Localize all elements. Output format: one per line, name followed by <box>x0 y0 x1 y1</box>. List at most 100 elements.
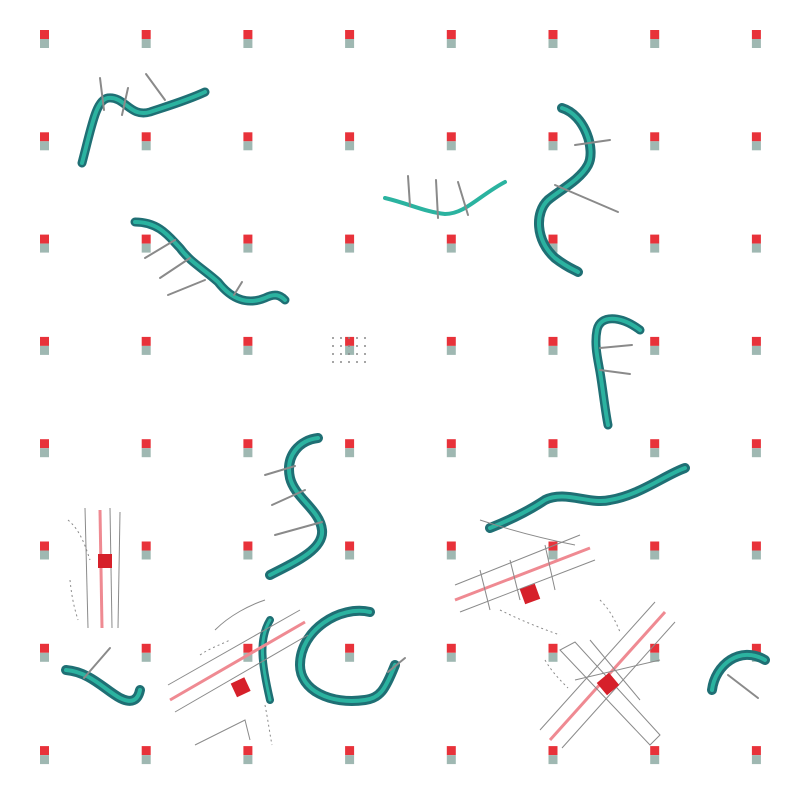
river-fragment-1 <box>77 73 210 168</box>
grid-marker <box>345 132 355 151</box>
river-fragment-2 <box>130 217 290 306</box>
dot <box>364 361 366 363</box>
river-fragment-11 <box>258 616 274 704</box>
grid-marker <box>751 746 761 765</box>
dot <box>364 337 366 339</box>
grid-marker <box>650 336 660 355</box>
dot <box>356 353 358 355</box>
dot <box>356 361 358 363</box>
grid-marker <box>40 541 49 560</box>
site-plan-2 <box>454 519 596 636</box>
dot <box>348 353 350 355</box>
dot <box>332 345 334 347</box>
grid-marker <box>751 439 761 458</box>
grid-marker <box>141 132 151 151</box>
grid-marker <box>40 336 49 355</box>
grid-marker <box>243 439 253 458</box>
dot <box>340 361 342 363</box>
grid-marker <box>650 541 660 560</box>
grid-marker <box>243 336 253 355</box>
marker-grid <box>40 30 761 765</box>
dot <box>332 337 334 339</box>
grid-marker <box>446 336 456 355</box>
grid-marker <box>751 30 761 48</box>
dot <box>340 337 342 339</box>
site-plan-1 <box>67 507 121 629</box>
grid-marker <box>751 336 761 355</box>
grid-marker <box>141 439 151 458</box>
dot <box>332 361 334 363</box>
grid-marker <box>650 643 660 662</box>
dot <box>364 345 366 347</box>
grid-marker <box>243 132 253 151</box>
grid-marker <box>548 336 558 355</box>
grid-marker <box>243 746 253 765</box>
grid-marker <box>650 746 660 765</box>
grid-marker <box>40 234 49 253</box>
grid-marker <box>141 336 151 355</box>
grid-marker <box>345 234 355 253</box>
river-fragment-8 <box>61 647 145 706</box>
grid-marker <box>243 30 253 48</box>
grid-marker <box>141 541 151 560</box>
grid-marker <box>40 746 49 765</box>
dot <box>356 345 358 347</box>
grid-marker <box>345 439 355 458</box>
grid-marker <box>446 30 456 48</box>
grid-marker <box>141 234 151 253</box>
river-fragment-3 <box>383 175 507 219</box>
dot <box>340 345 342 347</box>
grid-marker <box>548 132 558 151</box>
grid-marker <box>40 643 49 662</box>
site-plan-3 <box>167 599 309 746</box>
grid-marker <box>345 336 355 355</box>
grid-marker <box>751 234 761 253</box>
grid-marker <box>548 234 558 253</box>
grid-marker <box>141 643 151 662</box>
grid-marker <box>446 746 456 765</box>
river-fragment-10 <box>707 649 770 699</box>
dot <box>356 337 358 339</box>
river-fragment-4 <box>534 103 619 277</box>
grid-marker <box>40 439 49 458</box>
river-fragments <box>61 73 770 706</box>
grid-marker <box>650 30 660 48</box>
river-fragment-6 <box>264 433 328 580</box>
grid-marker <box>446 234 456 253</box>
dot <box>332 353 334 355</box>
grid-marker <box>650 234 660 253</box>
grid-marker <box>243 234 253 253</box>
grid-marker <box>446 643 456 662</box>
river-fragment-9 <box>295 605 406 706</box>
grid-marker <box>141 30 151 48</box>
grid-marker <box>446 541 456 560</box>
river-fragment-7 <box>485 463 690 533</box>
dot <box>348 337 350 339</box>
site-plans <box>67 507 676 749</box>
dot <box>340 353 342 355</box>
dot <box>348 345 350 347</box>
grid-marker <box>345 643 355 662</box>
grid-marker <box>751 541 761 560</box>
grid-marker <box>751 132 761 151</box>
grid-marker <box>345 30 355 48</box>
grid-marker <box>40 30 49 48</box>
grid-marker <box>650 439 660 458</box>
grid-marker <box>40 132 49 151</box>
site-plan-4 <box>539 599 676 749</box>
dot-grid <box>332 337 366 363</box>
grid-marker <box>548 643 558 662</box>
grid-marker <box>650 132 660 151</box>
grid-marker <box>548 746 558 765</box>
grid-marker <box>345 746 355 765</box>
grid-marker <box>345 541 355 560</box>
river-fragment-5 <box>591 314 645 430</box>
grid-marker <box>243 541 253 560</box>
grid-marker <box>141 746 151 765</box>
grid-marker <box>548 30 558 48</box>
grid-marker <box>243 643 253 662</box>
grid-marker <box>548 439 558 458</box>
grid-marker <box>446 132 456 151</box>
